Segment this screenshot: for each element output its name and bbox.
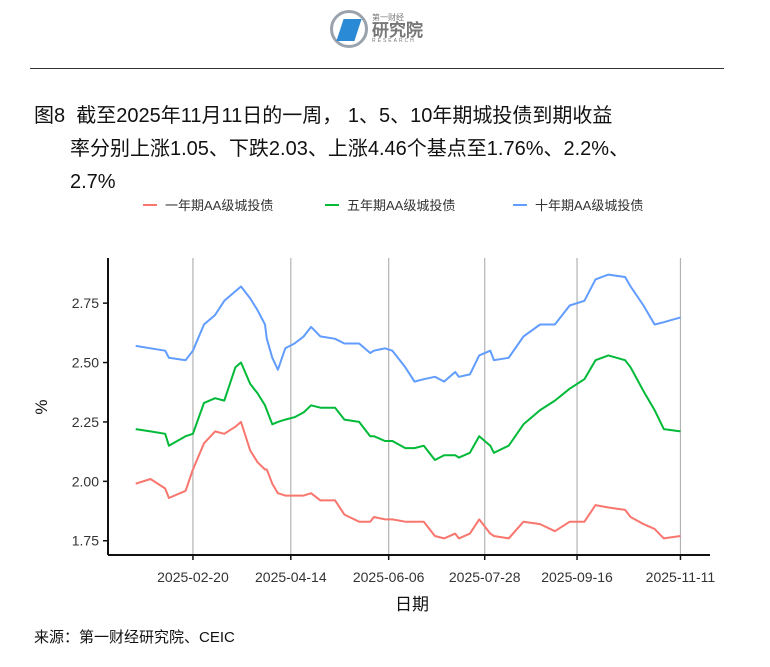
y-tick-label: 1.75 bbox=[72, 533, 99, 549]
logo-small-text: 第一财经 bbox=[372, 13, 404, 22]
y-tick-label: 2.00 bbox=[72, 473, 99, 489]
legend-label-3: 十年期AA级城投债 bbox=[535, 198, 643, 213]
x-tick-label: 2025-09-16 bbox=[541, 569, 613, 585]
x-tick-label: 2025-07-28 bbox=[449, 569, 521, 585]
logo-main-text: 研究院 bbox=[372, 21, 423, 40]
figure-title: 图8 截至2025年11月11日的一周， 1、5、10年期城投债到期收益 率分别… bbox=[34, 100, 734, 199]
legend-label-2: 五年期AA级城投债 bbox=[347, 198, 455, 213]
header-divider bbox=[30, 68, 724, 69]
x-tick-label: 2025-04-14 bbox=[255, 569, 327, 585]
y-tick-label: 2.25 bbox=[72, 414, 99, 430]
legend-label-1: 一年期AA级城投债 bbox=[165, 198, 273, 213]
logo-mark-icon bbox=[330, 10, 368, 48]
logo: 第一财经 研究院 RESEARCH bbox=[330, 10, 423, 48]
x-tick-label: 2025-02-20 bbox=[157, 569, 229, 585]
series-line-1 bbox=[135, 420, 681, 540]
series-line-3 bbox=[135, 273, 681, 383]
logo-en-text: RESEARCH bbox=[372, 38, 416, 44]
y-tick-label: 2.75 bbox=[72, 295, 99, 311]
source-note: 来源：第一财经研究院、CEIC bbox=[34, 629, 235, 646]
figure-number: 图8 bbox=[34, 105, 66, 127]
x-tick-label: 2025-06-06 bbox=[353, 569, 425, 585]
title-line-3: 2.7% bbox=[70, 171, 116, 193]
x-axis-label: 日期 bbox=[395, 595, 429, 614]
y-tick-label: 2.50 bbox=[72, 355, 99, 371]
title-line-1: 截至2025年11月11日的一周， 1、5、10年期城投债到期收益 bbox=[76, 105, 613, 127]
x-tick-label: 2025-11-11 bbox=[646, 569, 716, 585]
series-line-2 bbox=[135, 354, 681, 461]
title-line-2: 率分别上涨1.05、下跌2.03、上涨4.46个基点至1.76%、2.2%、 bbox=[70, 138, 630, 160]
y-axis-label: % bbox=[32, 399, 51, 414]
